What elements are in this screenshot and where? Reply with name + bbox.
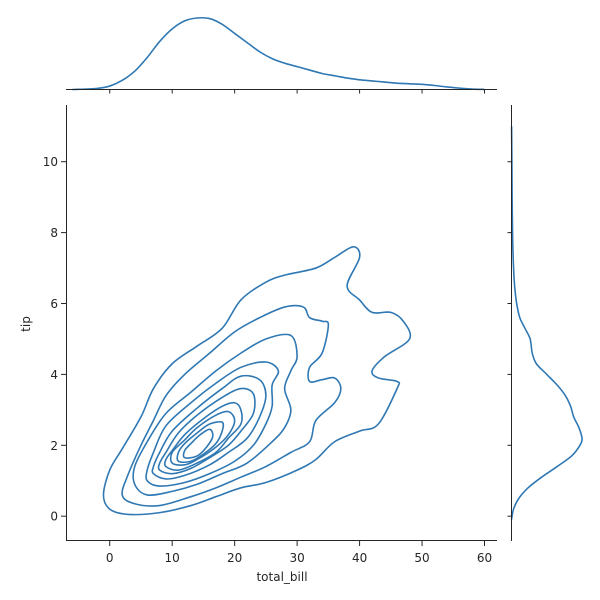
contour-level-6: [157, 387, 256, 475]
y-tick-label: 0: [50, 510, 58, 524]
contour-layer: [102, 245, 412, 516]
x-tick-label: 50: [414, 551, 429, 565]
marginal-x-axes: [66, 16, 497, 94]
y-tick-label: 10: [43, 155, 58, 169]
marginal-x-density-curve: [72, 16, 485, 91]
contour-level-1: [102, 245, 412, 516]
contour-level-4: [145, 361, 280, 487]
marginal-x-ticks: [109, 89, 486, 94]
contour-level-7: [163, 401, 243, 471]
x-tick-label: 20: [227, 551, 242, 565]
contour-level-5: [151, 374, 267, 480]
x-ticks: 0 10 20 30 40 50 60: [106, 541, 492, 565]
joint-axes: 0 10 20 30 40 50 60 0 2 4 6 8 10 total_bill tip: [19, 105, 497, 584]
x-tick-label: 40: [352, 551, 367, 565]
y-ticks: 0 2 4 6 8 10: [43, 155, 66, 524]
y-axis-label: tip: [19, 316, 33, 332]
y-tick-label: 6: [50, 297, 58, 311]
contour-level-9: [176, 420, 225, 464]
x-axis-label: total_bill: [256, 570, 307, 584]
x-tick-label: 60: [477, 551, 492, 565]
contour-level-2: [121, 304, 342, 507]
y-tick-label: 2: [50, 439, 58, 453]
marginal-y-axes: [507, 105, 583, 541]
y-tick-label: 8: [50, 226, 58, 240]
contour-level-8: [169, 410, 236, 466]
marginal-y-ticks: [507, 161, 512, 517]
x-tick-label: 0: [106, 551, 114, 565]
x-tick-label: 10: [165, 551, 180, 565]
contour-level-10: [182, 428, 214, 459]
x-tick-label: 30: [289, 551, 304, 565]
marginal-y-density-curve: [510, 126, 583, 520]
contour-level-3: [132, 333, 298, 496]
y-tick-label: 4: [50, 368, 58, 382]
